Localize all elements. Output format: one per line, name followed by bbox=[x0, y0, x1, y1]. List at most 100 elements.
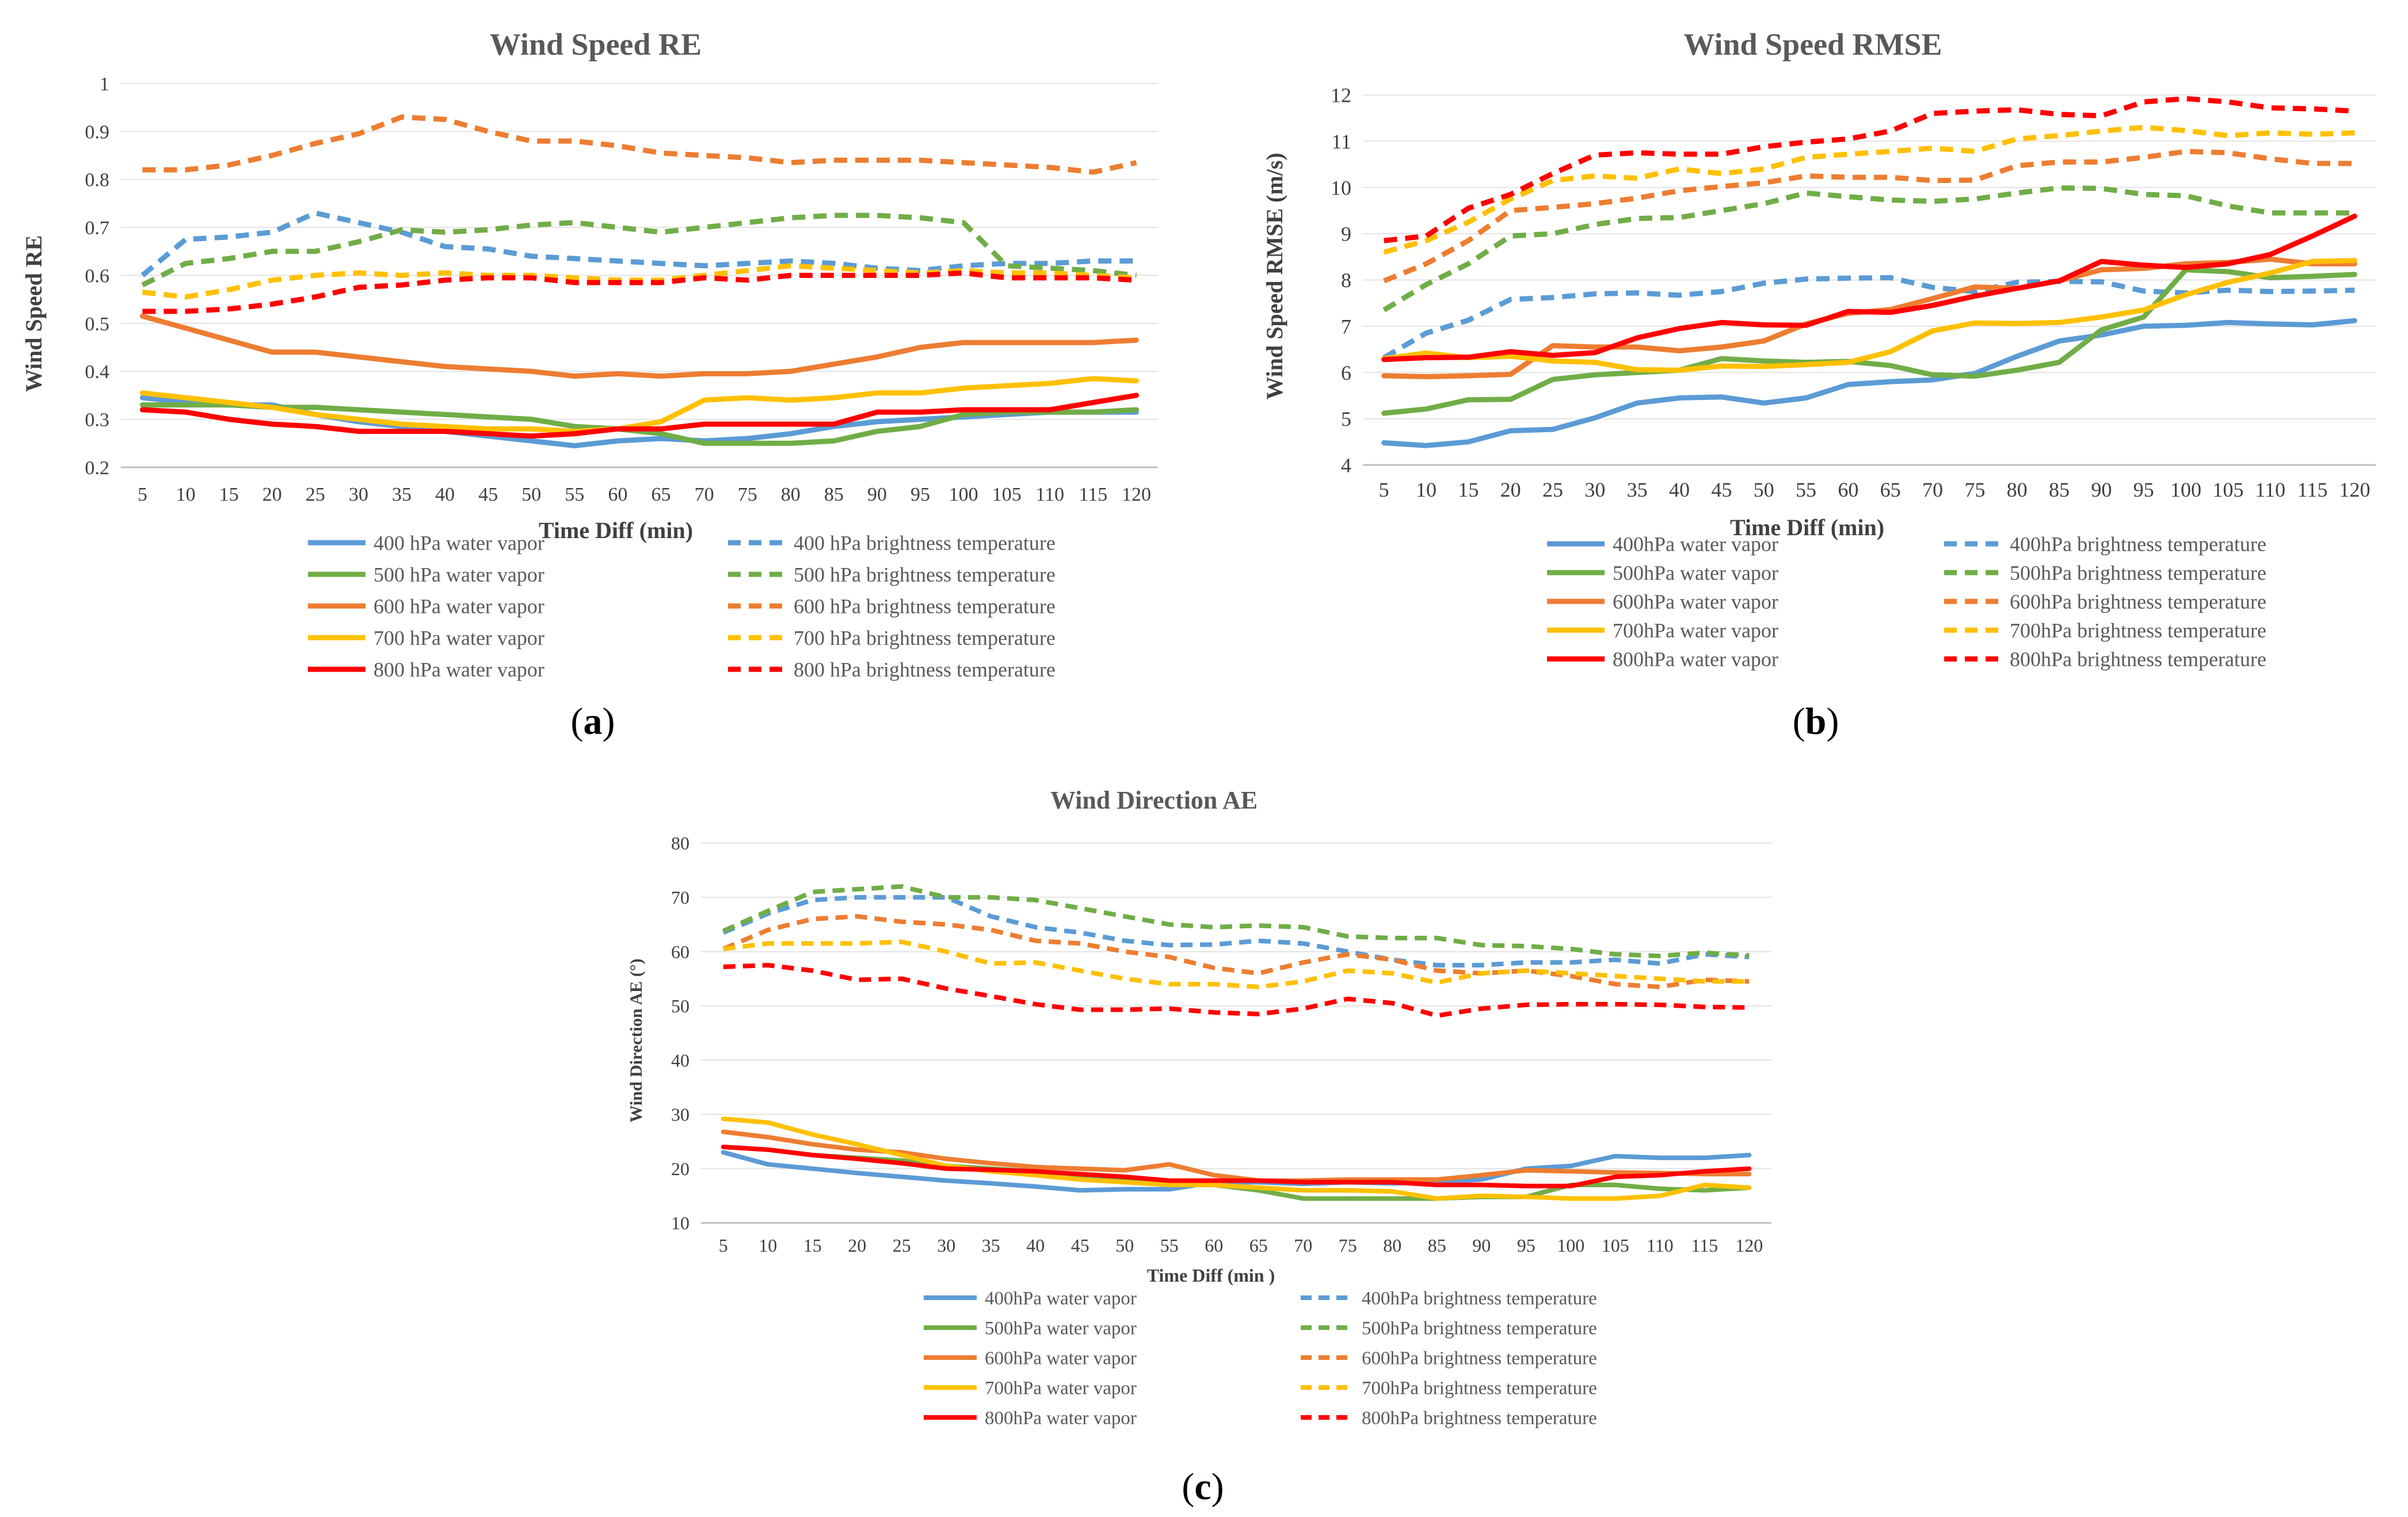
y-tick-label: 4 bbox=[1341, 454, 1351, 477]
series-line-800-water-vapor bbox=[1381, 214, 2357, 363]
x-tick-label: 30 bbox=[349, 484, 368, 505]
series-line-800-brightness-temperature bbox=[1384, 96, 2355, 243]
legend-item: 600hPa water vapor bbox=[924, 1348, 1137, 1369]
y-tick-label: 0.5 bbox=[85, 314, 110, 335]
series-line-400-water-vapor bbox=[1381, 318, 2357, 448]
legend-label: 500hPa water vapor bbox=[985, 1318, 1137, 1339]
x-tick-label: 70 bbox=[1922, 478, 1943, 501]
x-tick-label: 20 bbox=[848, 1235, 866, 1256]
legend-item: 800hPa brightness temperature bbox=[1944, 648, 2266, 671]
x-tick-label: 35 bbox=[392, 484, 412, 505]
legend-label: 800hPa water vapor bbox=[1613, 648, 1778, 671]
legend-label: 500hPa brightness temperature bbox=[2010, 562, 2266, 585]
x-tick-label: 80 bbox=[2007, 478, 2028, 501]
series-line-700-brightness-temperature bbox=[1383, 124, 2355, 255]
x-tick-label: 30 bbox=[1584, 478, 1605, 501]
legend-label: 700hPa brightness temperature bbox=[1362, 1378, 1597, 1399]
x-tick-label: 5 bbox=[1379, 478, 1389, 501]
x-tick-label: 30 bbox=[937, 1235, 955, 1256]
y-tick-label: 8 bbox=[1341, 269, 1351, 292]
x-tick-label: 45 bbox=[1071, 1235, 1089, 1256]
legend-item: 500 hPa brightness temperature bbox=[728, 563, 1056, 586]
x-tick-label: 80 bbox=[781, 484, 801, 505]
series-lines bbox=[140, 114, 1139, 448]
series-line-700-water-vapor bbox=[721, 1116, 1752, 1201]
x-tick-label: 15 bbox=[803, 1235, 822, 1256]
x-axis-label: Time Diff (min ) bbox=[1147, 1265, 1275, 1286]
legend-item: 700 hPa brightness temperature bbox=[728, 627, 1056, 650]
legend-label: 400hPa water vapor bbox=[985, 1289, 1137, 1309]
x-tick-label: 65 bbox=[651, 484, 671, 505]
y-tick-label: 5 bbox=[1341, 407, 1351, 430]
y-tick-label: 60 bbox=[671, 942, 689, 962]
y-axis-label: Wind Speed RMSE (m/s) bbox=[1262, 153, 1287, 399]
x-tick-label: 100 bbox=[2170, 478, 2201, 501]
legend-item: 800 hPa brightness temperature bbox=[728, 658, 1056, 681]
legend-label: 600hPa water vapor bbox=[985, 1348, 1137, 1369]
legend-item: 700hPa water vapor bbox=[1547, 619, 1778, 642]
y-axis-label: Wind Speed RE bbox=[21, 235, 47, 392]
x-tick-label: 110 bbox=[2255, 478, 2285, 501]
legend: 400hPa water vapor 400hPa brightness temp… bbox=[1547, 533, 2266, 671]
x-tick-label: 60 bbox=[1838, 478, 1858, 501]
series-line-400-brightness-temperature bbox=[722, 895, 1750, 968]
x-tick-label: 20 bbox=[262, 484, 282, 505]
x-tick-label: 50 bbox=[521, 484, 541, 505]
series-line-800-brightness-temperature bbox=[142, 270, 1137, 314]
legend-label: 500 hPa brightness temperature bbox=[794, 563, 1056, 586]
x-tick-labels: 5 10 15 20 25 30 35 40 45 50 55 60 65 70 75 80 85 90 95 100… bbox=[138, 484, 1151, 505]
x-tick-label: 90 bbox=[1472, 1235, 1491, 1256]
legend-item: 700 hPa water vapor bbox=[308, 627, 544, 650]
x-tick-label: 100 bbox=[949, 484, 978, 505]
x-tick-label: 10 bbox=[1416, 478, 1437, 501]
series-line-800-water-vapor bbox=[140, 392, 1139, 439]
panel-label-c: (c) bbox=[1182, 1466, 1224, 1508]
legend-label: 400hPa brightness temperature bbox=[1362, 1289, 1597, 1309]
panel-label-a: (a) bbox=[571, 700, 615, 742]
legend-item: 800hPa water vapor bbox=[924, 1408, 1137, 1429]
legend-label: 400hPa brightness temperature bbox=[2010, 533, 2266, 556]
chart-wind-speed-re: Wind Speed RE 0.20.30.40.50.60.70.80.91 … bbox=[21, 27, 1158, 681]
series-line-800-water-vapor bbox=[721, 1145, 1752, 1188]
x-tick-label: 90 bbox=[867, 484, 887, 505]
x-tick-label: 60 bbox=[1205, 1235, 1223, 1256]
x-axis-label: Time Diff (min) bbox=[1730, 514, 1884, 540]
x-tick-labels: 5 10 15 20 25 30 35 40 45 50 55 60 65 70 75 80 85 90 95 100… bbox=[719, 1235, 1763, 1256]
series-line-800-brightness-temperature bbox=[723, 963, 1750, 1018]
x-tick-label: 25 bbox=[306, 484, 325, 505]
legend-item: 500hPa water vapor bbox=[924, 1318, 1137, 1339]
series-line-600-water-vapor bbox=[140, 313, 1139, 379]
y-tick-label: 0.4 bbox=[85, 361, 110, 383]
legend-item: 400 hPa brightness temperature bbox=[728, 532, 1056, 555]
series-lines bbox=[721, 884, 1752, 1201]
legend: 400hPa water vapor 400hPa brightness temp… bbox=[924, 1289, 1597, 1429]
legend-label: 700 hPa brightness temperature bbox=[794, 627, 1056, 650]
series-line-700-brightness-temperature bbox=[723, 939, 1750, 989]
x-tick-label: 15 bbox=[1458, 478, 1479, 501]
x-tick-label: 120 bbox=[2339, 478, 2370, 501]
x-tick-label: 15 bbox=[219, 484, 239, 505]
chart-wind-direction-ae: Wind Direction AE 10 20 30 40 50 60 70 80 5 10 15… bbox=[627, 786, 1771, 1429]
legend-label: 400 hPa water vapor bbox=[374, 532, 544, 555]
legend-item: 600 hPa water vapor bbox=[308, 595, 544, 618]
y-tick-label: 70 bbox=[671, 887, 689, 908]
x-tick-label: 95 bbox=[1517, 1235, 1536, 1256]
x-tick-label: 75 bbox=[738, 484, 757, 505]
x-tick-label: 70 bbox=[1294, 1235, 1312, 1256]
y-tick-label: 6 bbox=[1341, 361, 1351, 384]
legend-item: 800hPa brightness temperature bbox=[1301, 1408, 1597, 1429]
legend-label: 800 hPa water vapor bbox=[374, 658, 544, 681]
legend-item: 700hPa brightness temperature bbox=[1301, 1378, 1597, 1399]
x-tick-label: 25 bbox=[1542, 478, 1563, 501]
panel-label-b: (b) bbox=[1793, 700, 1839, 742]
x-tick-label: 110 bbox=[1647, 1235, 1674, 1256]
x-tick-label: 10 bbox=[759, 1235, 777, 1256]
x-tick-label: 40 bbox=[1026, 1235, 1045, 1256]
chart-title: Wind Direction AE bbox=[1050, 786, 1258, 814]
y-tick-label: 10 bbox=[671, 1213, 689, 1233]
legend-item: 400hPa water vapor bbox=[924, 1289, 1137, 1309]
x-tick-label: 95 bbox=[2133, 478, 2154, 501]
y-tick-label: 0.3 bbox=[85, 410, 110, 431]
series-line-700-water-vapor bbox=[140, 376, 1139, 434]
legend-item: 400hPa water vapor bbox=[1547, 533, 1778, 556]
